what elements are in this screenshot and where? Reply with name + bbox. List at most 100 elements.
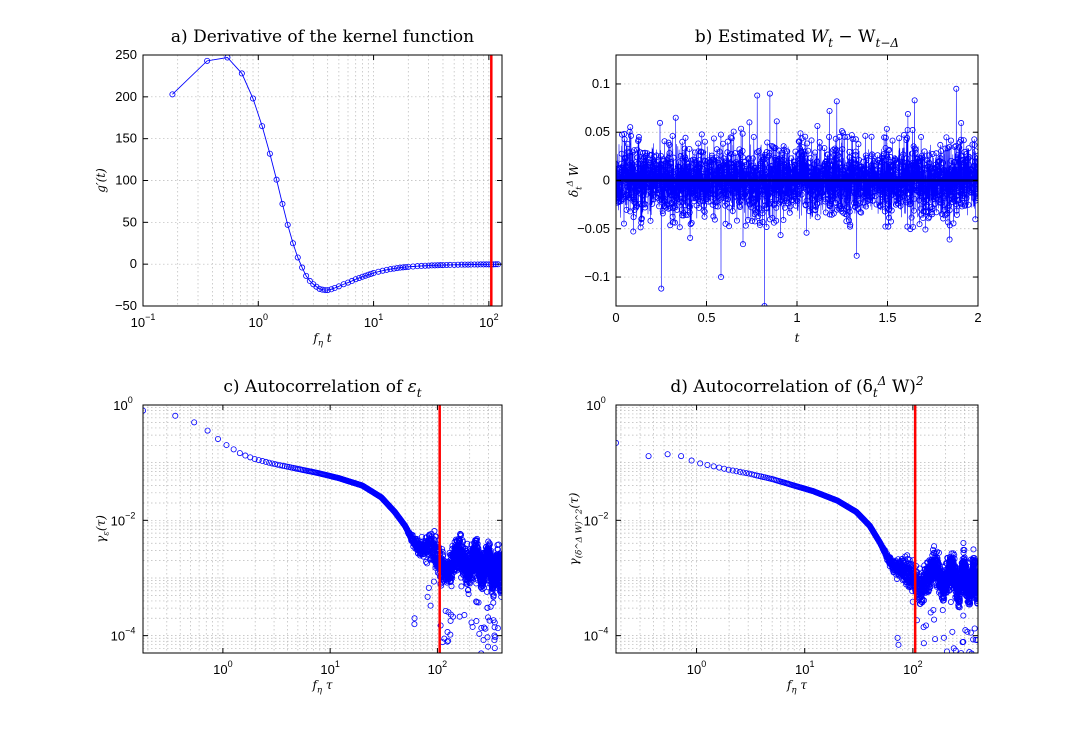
- data-point: [683, 160, 690, 167]
- data-point: [861, 191, 868, 198]
- data-point: [624, 141, 631, 148]
- x-tick-label: 100: [249, 312, 268, 330]
- data-point: [424, 560, 431, 567]
- data-point: [710, 463, 717, 470]
- data-point: [830, 162, 837, 169]
- data-point: [642, 201, 649, 208]
- data-point: [672, 185, 679, 192]
- data-point: [823, 157, 830, 164]
- data-point: [740, 167, 747, 174]
- data-point: [469, 575, 476, 582]
- data-point: [848, 132, 855, 139]
- data-point: [449, 613, 456, 620]
- data-point: [825, 151, 832, 158]
- data-point: [882, 134, 889, 141]
- data-point: [418, 262, 425, 269]
- data-point: [774, 164, 781, 171]
- data-point: [497, 556, 502, 563]
- data-point: [843, 218, 850, 225]
- data-point: [668, 169, 675, 176]
- data-point: [945, 202, 952, 209]
- data-point: [427, 602, 434, 609]
- data-point: [754, 195, 761, 202]
- data-point: [912, 172, 919, 179]
- data-point: [766, 150, 773, 157]
- data-point: [847, 221, 854, 228]
- data-point: [640, 191, 647, 198]
- data-point: [630, 228, 637, 235]
- data-point: [686, 209, 693, 216]
- data-point: [678, 453, 685, 460]
- data-point: [845, 205, 852, 212]
- data-point: [889, 137, 896, 144]
- data-point: [497, 553, 502, 560]
- data-point: [736, 203, 743, 210]
- data-point: [971, 141, 978, 148]
- data-point: [697, 460, 704, 467]
- data-point: [857, 208, 864, 215]
- data-point: [853, 252, 860, 259]
- data-point: [483, 588, 490, 595]
- data-point: [852, 151, 859, 158]
- data-point: [890, 186, 897, 193]
- data-point: [484, 604, 491, 611]
- data-point: [691, 149, 698, 156]
- data-point: [473, 539, 480, 546]
- data-point: [863, 203, 870, 210]
- x-tick-label: 1.5: [878, 310, 896, 325]
- data-point: [948, 137, 955, 144]
- data-point: [775, 186, 782, 193]
- data-point: [214, 435, 221, 442]
- data-point: [424, 593, 431, 600]
- data-point: [832, 199, 839, 206]
- data-point: [766, 90, 773, 97]
- data-point: [852, 136, 859, 143]
- data-point: [758, 207, 765, 214]
- data-point: [687, 234, 694, 241]
- data-point: [723, 193, 730, 200]
- data-point: [869, 193, 876, 200]
- data-point: [748, 204, 755, 211]
- data-point: [379, 267, 386, 274]
- data-point: [886, 193, 893, 200]
- data-point: [448, 583, 455, 590]
- data-point: [465, 590, 472, 597]
- data-point: [490, 592, 497, 599]
- data-point: [628, 159, 635, 166]
- data-point: [755, 148, 762, 155]
- data-point: [251, 455, 258, 462]
- data-point: [643, 191, 650, 198]
- data-point: [328, 286, 335, 293]
- data-point: [885, 223, 892, 230]
- data-point: [857, 181, 864, 188]
- data-point: [839, 146, 846, 153]
- data-point: [817, 144, 824, 151]
- data-point: [740, 241, 747, 248]
- data-point: [710, 213, 717, 220]
- data-point: [739, 147, 746, 154]
- data-point: [273, 176, 280, 183]
- data-point: [835, 152, 842, 159]
- data-point: [458, 583, 465, 590]
- data-point: [795, 191, 802, 198]
- data-point: [466, 580, 473, 587]
- x-tick-label: 101: [364, 312, 383, 330]
- grid: [616, 405, 978, 653]
- data-point: [498, 581, 502, 588]
- data-point: [885, 206, 892, 213]
- data-point: [974, 189, 978, 196]
- data-point: [805, 160, 812, 167]
- data-point: [743, 188, 750, 195]
- data-point: [883, 125, 890, 132]
- data-point: [862, 188, 869, 195]
- data-point: [786, 168, 793, 175]
- data-point: [623, 206, 630, 213]
- data-point: [759, 218, 766, 225]
- data-point: [876, 202, 883, 209]
- data-point: [411, 621, 418, 628]
- data-point: [929, 151, 936, 158]
- y-axis-label: g′(t): [94, 168, 108, 193]
- data-point: [844, 197, 851, 204]
- data-point: [496, 550, 502, 557]
